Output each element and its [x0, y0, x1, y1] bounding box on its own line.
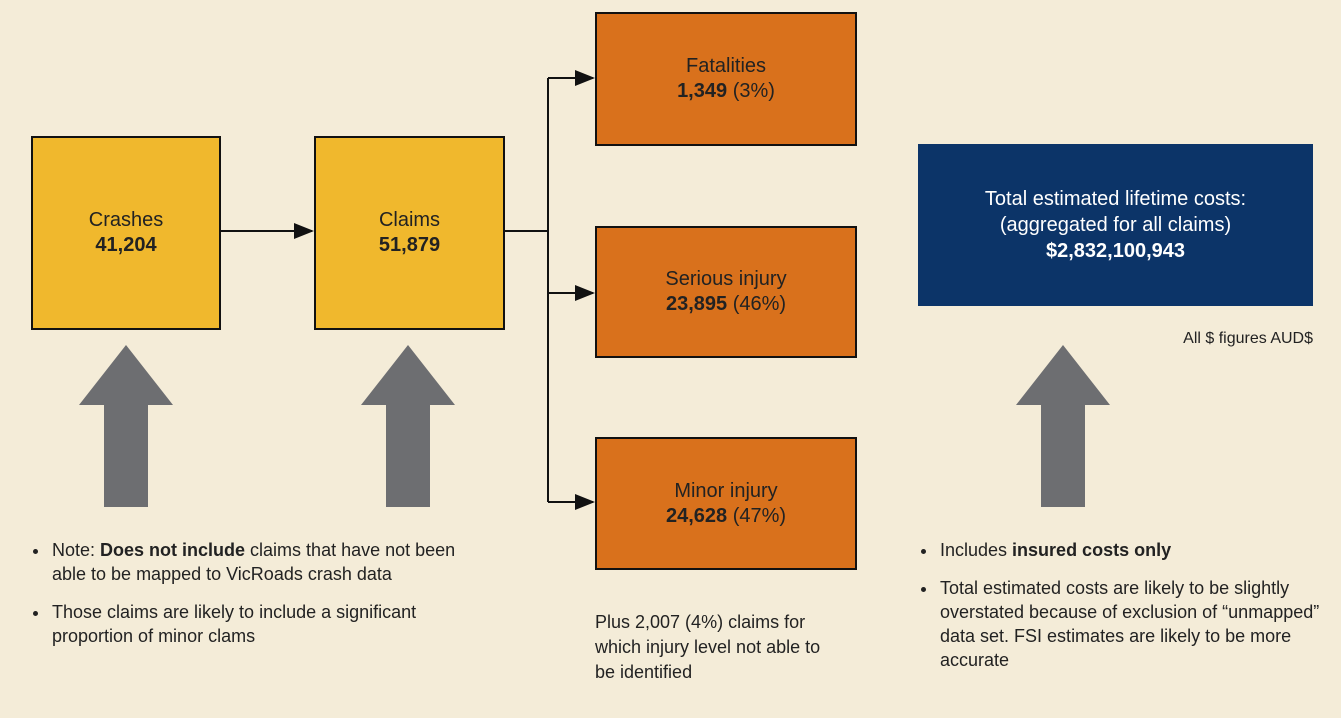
up-arrow [79, 345, 173, 507]
note-text: Those claims are likely to include a sig… [52, 602, 417, 646]
crashes-box: Crashes 41,204 [31, 136, 221, 330]
node-label: Minor injury [674, 479, 778, 502]
node-share: (47%) [732, 504, 787, 527]
note-text: Includes [940, 540, 1013, 560]
fatalities-box: Fatalities 1,349 (3%) [595, 12, 857, 146]
node-share: (3%) [732, 80, 775, 102]
total-line: Total estimated lifetime costs: [984, 188, 1247, 210]
claims-box: Claims 51,879 [314, 136, 505, 330]
node-value: 23,895 [665, 293, 728, 315]
node-value: 51,879 [378, 234, 441, 256]
left-notes: Note: Does not include claims that have … [30, 538, 490, 662]
note-bold: Does not include [100, 540, 246, 560]
serious-box: Serious injury 23,895 (46%) [595, 226, 857, 358]
note-text: Note: [52, 540, 101, 560]
total-value: $2,832,100,943 [1045, 240, 1186, 262]
note: Total estimated costs are likely to be s… [938, 576, 1338, 672]
note: Includes insured costs only [938, 538, 1338, 562]
node-label: Serious injury [665, 268, 787, 290]
node-label: Claims [378, 209, 441, 231]
currency-note: All $ figures AUD$ [1183, 330, 1313, 347]
note-bold: insured costs only [1012, 540, 1172, 560]
note-text: Total estimated costs are likely to be s… [940, 578, 1320, 670]
node-label: Fatalities [685, 55, 767, 77]
right-notes: Includes insured costs only Total estima… [918, 538, 1338, 686]
minor-box: Minor injury 24,628 (47%) [595, 437, 857, 570]
node-value: 41,204 [95, 234, 157, 256]
up-arrow [1016, 345, 1110, 507]
node-share: (46%) [732, 293, 787, 315]
node-value: 1,349 [677, 80, 728, 102]
total-line: (aggregated for all claims) [999, 214, 1232, 236]
up-arrow [361, 345, 455, 507]
note: Note: Does not include claims that have … [50, 538, 490, 586]
node-value: 24,628 [665, 504, 728, 527]
total-box: Total estimated lifetime costs: (aggrega… [918, 144, 1313, 306]
note-text: claims that have not been able to be map… [52, 540, 456, 584]
note: Those claims are likely to include a sig… [50, 600, 490, 648]
middle-note: Plus 2,007 (4%) claims for which injury … [595, 612, 821, 682]
node-label: Crashes [88, 209, 164, 231]
